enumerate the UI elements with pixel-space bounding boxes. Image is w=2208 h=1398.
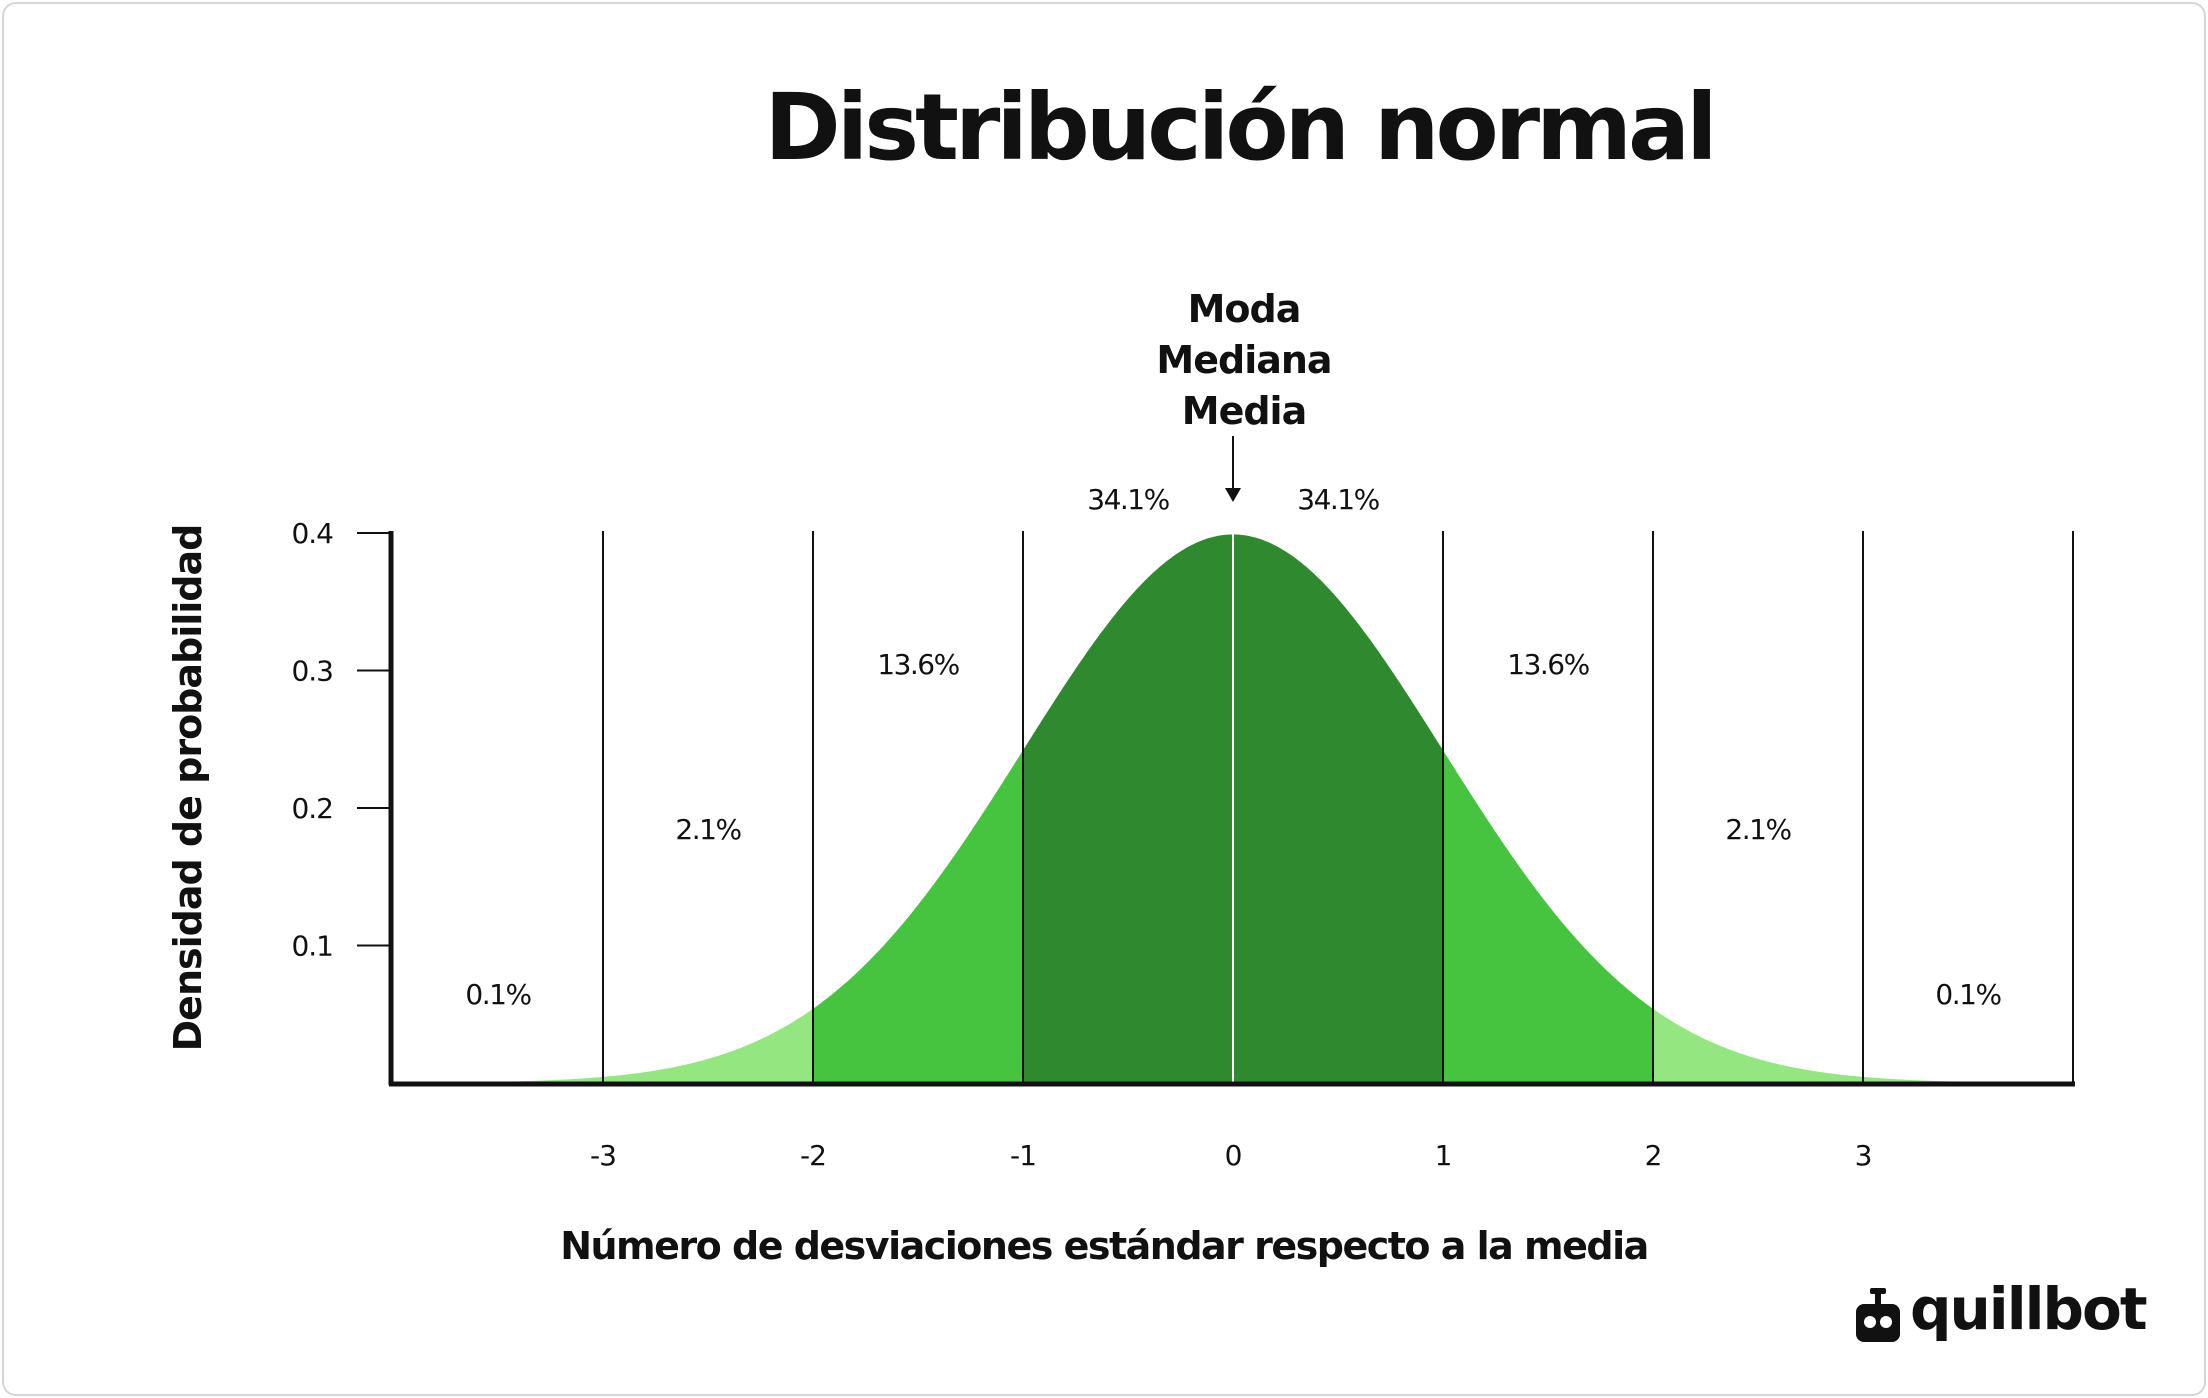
region-label-5: 13.6%	[1507, 648, 1589, 681]
x-tick-label-3: 0	[1225, 1139, 1242, 1172]
mean-arrow-head	[1225, 488, 1241, 502]
region-area-4	[1233, 534, 1443, 1083]
region-label-2: 13.6%	[877, 648, 959, 681]
x-axis-label: Número de desviaciones estándar respecto…	[560, 1224, 1649, 1268]
x-tick-label-6: 3	[1855, 1139, 1872, 1172]
chart-title: Distribución normal	[764, 74, 1717, 181]
normal-distribution-chart: 0.1 0.2 0.3 0.4 -3 -2 -1 0 1 2 3 0.1% 2.1% 13.6% 34.1%…	[291, 436, 2075, 1172]
median-label: Mediana	[1156, 338, 1332, 382]
x-tick-label-5: 2	[1645, 1139, 1662, 1172]
region-area-1	[603, 1008, 813, 1083]
region-area-5	[1443, 750, 1653, 1083]
region-label-1: 2.1%	[675, 813, 741, 846]
y-tick-label-2: 0.3	[291, 655, 333, 688]
quillbot-robot-icon	[1856, 1288, 1900, 1342]
region-label-4: 34.1%	[1297, 483, 1379, 516]
quillbot-wordmark: quillbot	[1910, 1275, 2148, 1343]
region-area-0	[414, 1076, 603, 1083]
mode-label: Moda	[1187, 287, 1302, 331]
region-area-7	[1863, 1076, 2052, 1083]
y-tick-label-1: 0.2	[291, 792, 333, 825]
y-axis-label: Densidad de probabilidad	[166, 524, 210, 1052]
region-label-3: 34.1%	[1087, 483, 1169, 516]
x-tick-label-2: -1	[1010, 1139, 1036, 1172]
y-tick-label-0: 0.1	[291, 930, 333, 963]
region-area-3	[1023, 534, 1233, 1083]
central-tendency-labels: Moda Mediana Media	[1134, 284, 1354, 437]
mean-label: Media	[1181, 389, 1307, 433]
x-tick-label-0: -3	[590, 1139, 616, 1172]
y-tick-label-3: 0.4	[291, 517, 333, 550]
x-tick-label-4: 1	[1435, 1139, 1452, 1172]
region-area-2	[813, 750, 1023, 1083]
region-area-6	[1653, 1008, 1863, 1083]
region-label-0: 0.1%	[465, 978, 531, 1011]
region-label-6: 2.1%	[1725, 813, 1791, 846]
region-label-7: 0.1%	[1935, 978, 2001, 1011]
quillbot-logo: quillbot	[1850, 1280, 2154, 1346]
x-tick-label-1: -2	[800, 1139, 826, 1172]
